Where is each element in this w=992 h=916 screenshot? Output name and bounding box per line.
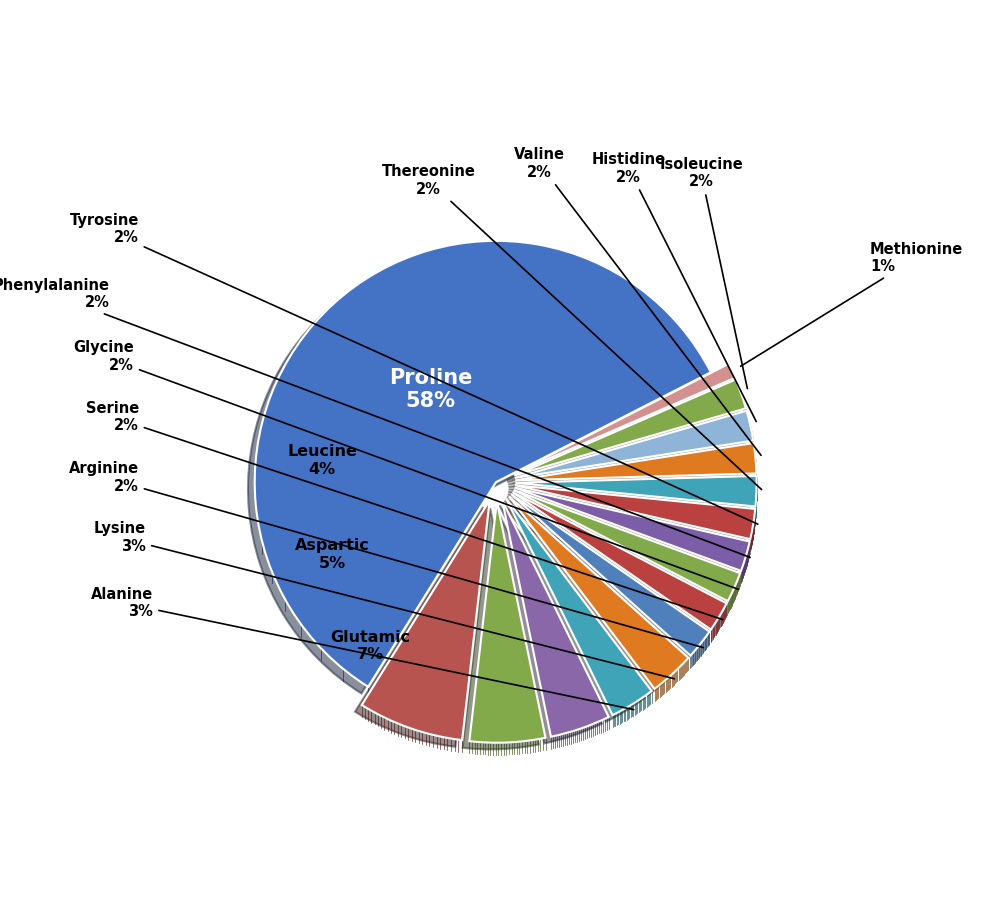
Text: Valine
2%: Valine 2% bbox=[514, 147, 761, 455]
Text: Glutamic
7%: Glutamic 7% bbox=[330, 630, 411, 662]
Text: Serine
2%: Serine 2% bbox=[85, 401, 723, 619]
Wedge shape bbox=[515, 476, 757, 507]
Wedge shape bbox=[515, 485, 755, 540]
Text: Aspartic
5%: Aspartic 5% bbox=[295, 539, 369, 571]
Wedge shape bbox=[513, 492, 727, 629]
Wedge shape bbox=[514, 379, 746, 475]
Wedge shape bbox=[469, 501, 546, 743]
Text: Leucine
4%: Leucine 4% bbox=[288, 444, 357, 476]
Text: Tyrosine
2%: Tyrosine 2% bbox=[69, 213, 758, 524]
Wedge shape bbox=[515, 443, 757, 480]
Wedge shape bbox=[255, 241, 711, 687]
Text: Methionine
1%: Methionine 1% bbox=[741, 242, 963, 366]
Text: Alanine
3%: Alanine 3% bbox=[91, 586, 634, 710]
Text: Lysine
3%: Lysine 3% bbox=[94, 521, 675, 679]
Wedge shape bbox=[509, 496, 688, 689]
Text: Proline
58%: Proline 58% bbox=[389, 368, 472, 411]
Wedge shape bbox=[515, 410, 753, 478]
Text: Arginine
2%: Arginine 2% bbox=[68, 461, 703, 648]
Text: Histidine
2%: Histidine 2% bbox=[591, 152, 756, 421]
Wedge shape bbox=[515, 487, 750, 571]
Wedge shape bbox=[511, 494, 709, 656]
Text: Thereonine
2%: Thereonine 2% bbox=[382, 164, 762, 489]
Wedge shape bbox=[362, 500, 490, 740]
Text: Isoleucine
2%: Isoleucine 2% bbox=[660, 157, 747, 388]
Text: Phenylalanine
2%: Phenylalanine 2% bbox=[0, 278, 750, 558]
Text: Glycine
2%: Glycine 2% bbox=[73, 341, 738, 589]
Wedge shape bbox=[514, 490, 740, 601]
Wedge shape bbox=[514, 364, 735, 474]
Wedge shape bbox=[502, 500, 609, 736]
Wedge shape bbox=[506, 498, 652, 715]
